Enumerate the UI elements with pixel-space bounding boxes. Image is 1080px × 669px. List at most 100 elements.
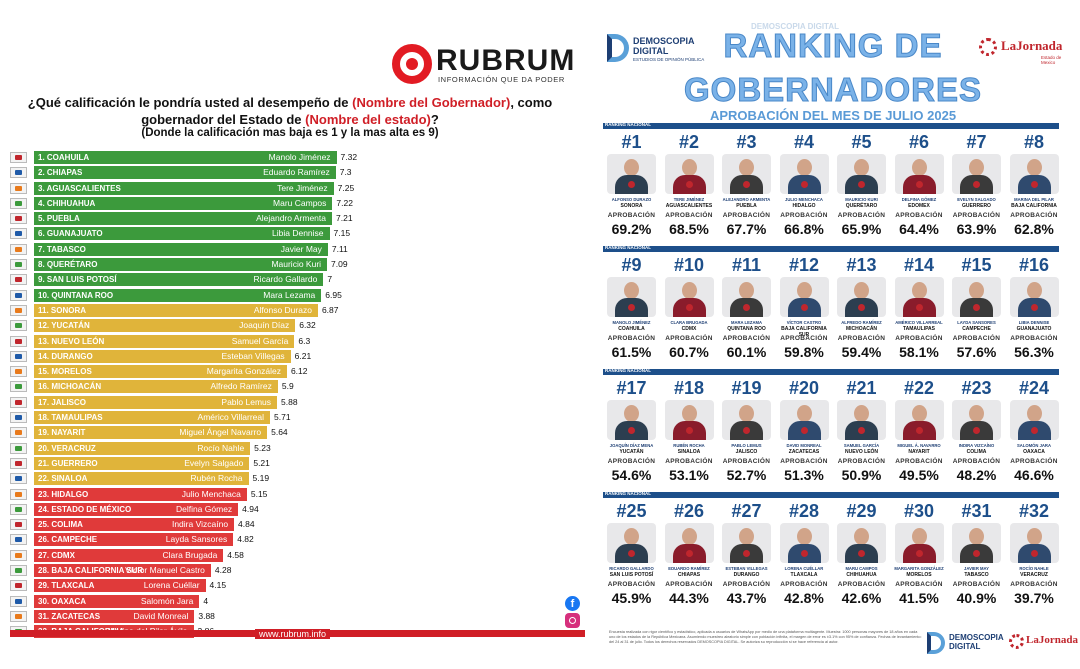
approval-label: APROBACIÓN bbox=[607, 581, 656, 588]
governor-card: #3 ALEJANDRO ARMENTA PUEBLA APROBACIÓN 67.7% bbox=[718, 132, 775, 248]
governor-card: #24 SALOMÓN JARA OAXACA APROBACIÓN 46.6% bbox=[1006, 378, 1063, 494]
state-name: CAMPECHE bbox=[962, 326, 991, 332]
governor-card: #1 ALFONSO DURAZO SONORA APROBACIÓN 69.2% bbox=[603, 132, 660, 248]
rank-number: #9 bbox=[621, 255, 642, 275]
governor-card: #7 EVELYN SALGADO GUERRERO APROBACIÓN 63.9% bbox=[948, 132, 1005, 248]
section-header: RANKING NACIONAL bbox=[603, 122, 1059, 129]
state-name: COLIMA bbox=[966, 449, 987, 455]
approval-value: 53.1% bbox=[669, 467, 709, 483]
rank-number: #27 bbox=[731, 501, 762, 521]
photo-head bbox=[681, 282, 697, 299]
rating-bar: 12. YUCATÁN Joaquín Díaz bbox=[34, 319, 296, 333]
governor-label: Alfonso Durazo bbox=[253, 304, 312, 315]
governor-card: #19 PABLO LEMUS JALISCO APROBACIÓN 52.7% bbox=[718, 378, 775, 494]
photo-head bbox=[796, 405, 812, 422]
governor-label: Samuel García bbox=[231, 335, 289, 346]
jornada-tag: Estado de Mexico bbox=[1041, 55, 1062, 65]
party-flag-mark bbox=[15, 476, 22, 482]
party-badge-icon bbox=[685, 181, 693, 188]
state-name: HIDALGO bbox=[792, 203, 816, 209]
governor-card: #12 VÍCTOR CASTRO BAJA CALIFORNIA SUR APROB… bbox=[776, 255, 833, 371]
rating-value: 5.71 bbox=[274, 412, 291, 423]
photo-head bbox=[681, 405, 697, 422]
state-name: JALISCO bbox=[735, 449, 758, 455]
state-name: CDMX bbox=[681, 326, 697, 332]
rating-bar: 20. VERACRUZ Rocío Nahle bbox=[34, 441, 251, 455]
party-badge-icon bbox=[915, 427, 923, 434]
party-flag-mark bbox=[15, 552, 22, 558]
rubrum-url[interactable]: www.rubrum.info bbox=[255, 629, 331, 639]
party-flag-mark bbox=[15, 384, 22, 390]
state-label: 6. GUANAJUATO bbox=[38, 229, 103, 239]
state-name: TAMAULIPAS bbox=[902, 326, 936, 332]
demoscopia-d-icon bbox=[607, 34, 629, 62]
governor-name: MIGUEL Á. NAVARRO bbox=[897, 443, 941, 448]
bar-row: 20. VERACRUZ Rocío Nahle 5.23 bbox=[10, 441, 570, 456]
state-label: 13. NUEVO LEÓN bbox=[38, 336, 105, 346]
governor-name: AMÉRICO VILLARREAL bbox=[895, 320, 943, 325]
party-badge-icon bbox=[915, 181, 923, 188]
approval-value: 39.7% bbox=[1014, 590, 1054, 606]
party-flag-mark bbox=[15, 506, 22, 512]
state-name: DURANGO bbox=[733, 572, 760, 578]
party-badge-icon bbox=[915, 550, 923, 557]
instagram-icon[interactable] bbox=[565, 613, 580, 628]
governor-name: ESTEBAN VILLEGAS bbox=[725, 566, 768, 571]
party-flag-icon bbox=[10, 412, 27, 424]
party-flag-mark bbox=[15, 598, 22, 604]
party-flag-mark bbox=[15, 231, 22, 237]
governor-label: Rubén Rocha bbox=[190, 473, 243, 484]
bar-row: 16. MICHOACÁN Alfredo Ramírez 5.9 bbox=[10, 379, 570, 394]
governor-label: Eduardo Ramírez bbox=[263, 167, 330, 178]
state-name: COAHUILA bbox=[618, 326, 645, 332]
party-flag-mark bbox=[15, 613, 22, 619]
governor-photo bbox=[722, 523, 771, 563]
approval-value: 69.2% bbox=[611, 221, 652, 237]
party-flag-icon bbox=[10, 519, 27, 531]
bar-row: 31. ZACATECAS David Monreal 3.88 bbox=[10, 609, 570, 624]
jornada-gear-icon-bottom bbox=[1009, 634, 1024, 649]
party-flag-icon bbox=[10, 167, 27, 179]
governor-photo bbox=[722, 277, 771, 317]
governor-card: #30 MARGARITA GONZÁLEZ MORELOS APROBACIÓN 41… bbox=[891, 501, 948, 617]
governor-name: DAVID MONREAL bbox=[786, 443, 822, 448]
rating-value: 6.3 bbox=[298, 335, 311, 346]
governor-label: Evelyn Salgado bbox=[184, 457, 244, 468]
bar-row: 29. TLAXCALA Lorena Cuéllar 4.15 bbox=[10, 578, 570, 593]
governor-name: SALOMÓN JARA bbox=[1017, 443, 1051, 448]
governor-card: #4 JULIO MENCHACA HIDALGO APROBACIÓN 66.8% bbox=[776, 132, 833, 248]
rank-number: #24 bbox=[1018, 378, 1050, 398]
rating-value: 5.23 bbox=[254, 442, 271, 453]
governor-card: #5 MAURICIO KURI QUERÉTARO APROBACIÓN 65.9% bbox=[833, 132, 890, 248]
governor-name: PABLO LEMUS bbox=[731, 443, 762, 448]
party-flag-mark bbox=[15, 262, 22, 268]
rank-number: #14 bbox=[903, 255, 935, 275]
party-badge-icon bbox=[685, 304, 693, 311]
party-flag-icon bbox=[10, 457, 27, 469]
bar-row: 6. GUANAJUATO Libia Dennise 7.15 bbox=[10, 226, 570, 241]
approval-value: 44.3% bbox=[669, 590, 709, 606]
governor-name: INDIRA VIZCAÍNO bbox=[958, 443, 995, 448]
party-flag-icon bbox=[10, 304, 27, 316]
party-badge-icon bbox=[800, 304, 808, 311]
party-flag-mark bbox=[15, 491, 22, 497]
approval-value: 65.9% bbox=[841, 221, 882, 237]
governor-card: #28 LORENA CUÉLLAR TLAXCALA APROBACIÓN 42.8% bbox=[776, 501, 833, 617]
survey-question: ¿Qué calificación le pondría usted al de… bbox=[10, 94, 570, 128]
state-label: 28. BAJA CALIFORNIA SUR bbox=[38, 566, 144, 576]
governor-label: Rocío Nahle bbox=[197, 442, 245, 453]
rating-value: 6.95 bbox=[325, 289, 342, 300]
rating-bar: 22. SINALOA Rubén Rocha bbox=[34, 472, 249, 486]
approval-value: 46.6% bbox=[1014, 467, 1054, 483]
rating-bar: 13. NUEVO LEÓN Samuel García bbox=[34, 334, 295, 348]
rating-bar: 9. SAN LUIS POTOSÍ Ricardo Gallardo bbox=[34, 273, 324, 287]
approval-value: 60.1% bbox=[726, 344, 767, 360]
party-badge-icon bbox=[628, 181, 635, 188]
party-flag-mark bbox=[15, 155, 22, 160]
governor-name: MAURICIO KURI bbox=[845, 197, 878, 202]
bar-row: 27. CDMX Clara Brugada 4.58 bbox=[10, 548, 570, 563]
facebook-icon[interactable]: f bbox=[565, 596, 580, 611]
governor-photo bbox=[722, 400, 771, 440]
party-badge-icon bbox=[628, 304, 635, 311]
